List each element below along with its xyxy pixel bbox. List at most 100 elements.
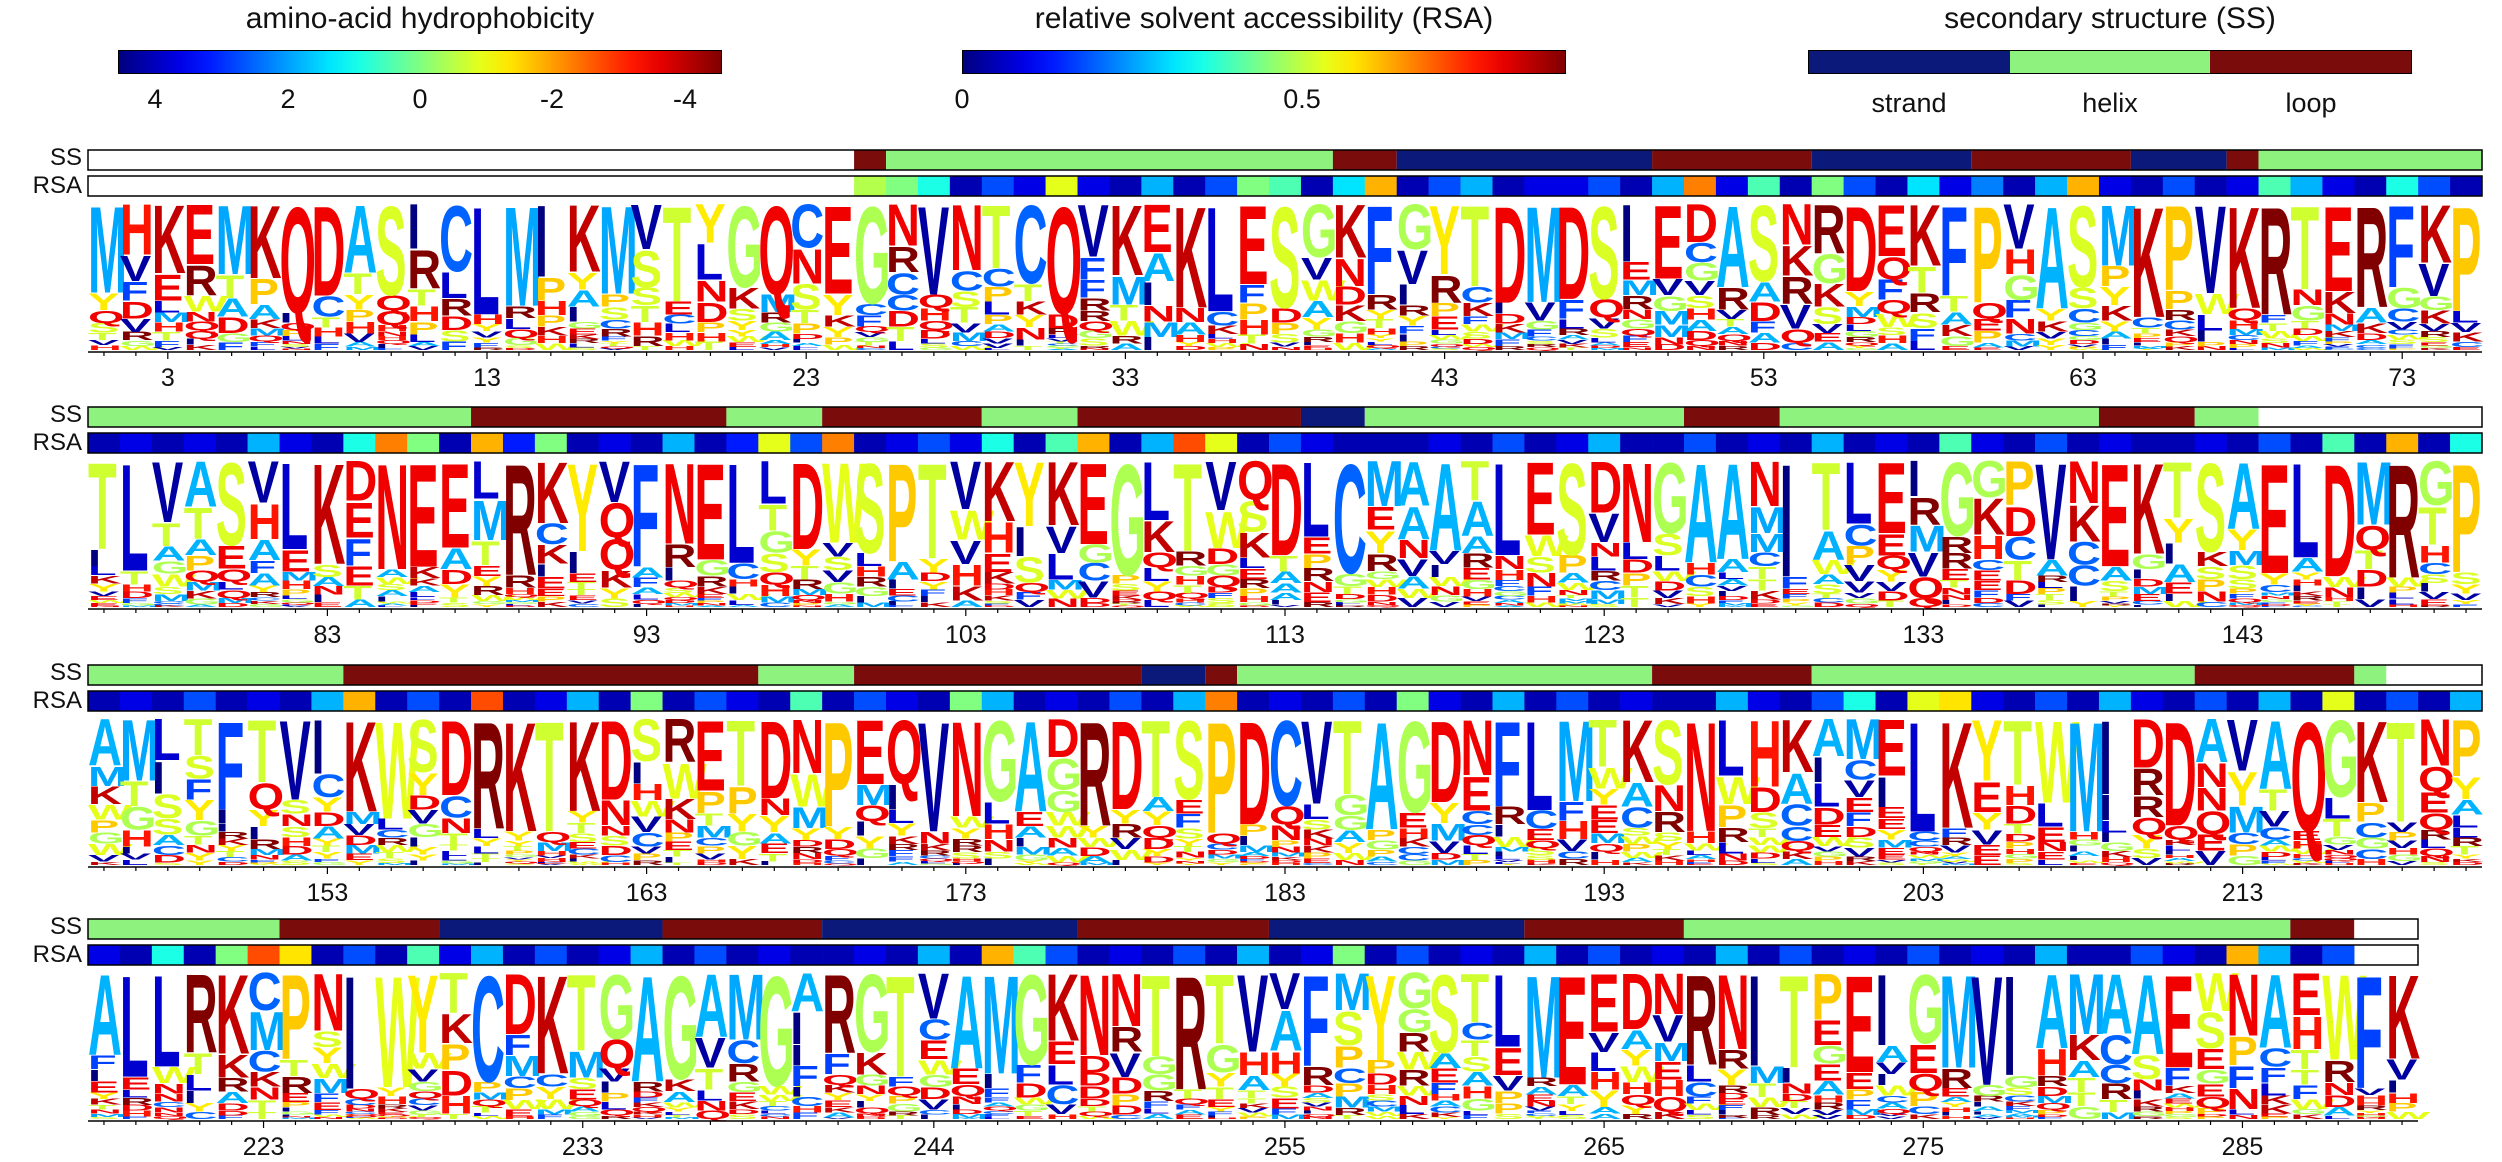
ss-legend-loop: loop: [2285, 88, 2337, 118]
logo-letter: C: [1078, 558, 1112, 586]
logo-letter: Q: [599, 346, 636, 349]
logo-letter: T: [2290, 182, 2319, 315]
logo-letter: T: [1812, 443, 1841, 551]
logo-letter: N: [1237, 342, 1271, 352]
logo-letter: S: [822, 554, 853, 574]
logo-letter: C: [152, 601, 186, 605]
logo-letter: M: [152, 310, 191, 325]
logo-letter: C: [2290, 858, 2324, 862]
logo-letter: I: [2163, 592, 2176, 603]
logo-letter: E: [1844, 793, 1875, 816]
logo-letter: Q: [184, 320, 221, 334]
logo-letter: R: [1109, 820, 1143, 842]
logo-letter: N: [758, 1116, 792, 1120]
logo-letter: L: [120, 1088, 149, 1100]
logo-letter: E: [343, 493, 374, 549]
logo-letter: D: [1173, 345, 1207, 351]
logo-letter: D: [216, 1109, 250, 1117]
logo-letter: A: [1141, 1113, 1175, 1121]
logo-letter: Q: [886, 702, 923, 804]
logo-letter: M: [2354, 444, 2393, 544]
logo-letter: M: [1556, 598, 1595, 603]
rsa-cell: [215, 176, 248, 196]
logo-letter: M: [2003, 339, 2042, 348]
logo-letter: D: [982, 330, 1016, 340]
logo-letter: Y: [726, 843, 758, 864]
logo-letter: N: [1684, 345, 1718, 351]
logo-letter: N: [1524, 1100, 1558, 1109]
logo-letter: E: [2163, 1097, 2194, 1105]
logo-letter: A: [2195, 706, 2229, 776]
logo-letter: A: [2227, 442, 2261, 549]
logo-letter: K: [567, 694, 601, 839]
ss-segment-none: [88, 150, 855, 170]
logo-letter: F: [1524, 584, 1553, 598]
logo-letter: G: [1333, 318, 1370, 336]
logo-letter: V: [1716, 584, 1748, 592]
logo-letter: N: [1620, 307, 1654, 322]
logo-letter: D: [2035, 1114, 2069, 1118]
logo-letter: L: [1141, 598, 1170, 609]
logo-letter: D: [2003, 801, 2037, 829]
logo-letter: H: [503, 1116, 537, 1120]
logo-letter: E: [567, 1087, 598, 1103]
logo-letter: G: [1939, 334, 1976, 350]
logo-letter: C: [1844, 755, 1878, 786]
logo-letter: C: [1205, 842, 1239, 851]
logo-letter: N: [1014, 325, 1048, 344]
logo-letter: H: [694, 330, 728, 344]
logo-letter: G: [854, 177, 891, 332]
logo-letter: H: [854, 564, 888, 580]
logo-letter: Y: [1971, 702, 2002, 799]
rsa-tick-label: 0: [954, 84, 970, 114]
logo-letter: F: [1844, 809, 1873, 830]
logo-letter: S: [1652, 528, 1683, 562]
rsa-cell: [1428, 691, 1461, 711]
logo-letter: L: [1748, 858, 1777, 865]
logo-letter: A: [1684, 854, 1718, 860]
logo-letter: W: [1492, 835, 1537, 851]
logo-letter: E: [1652, 1057, 1683, 1085]
logo-letter: R: [1652, 807, 1686, 839]
logo-letter: L: [694, 235, 723, 291]
logo-letter: N: [2067, 450, 2101, 517]
logo-letter: T: [343, 268, 372, 300]
logo-letter: G: [280, 599, 317, 604]
logo-letter: T: [2418, 496, 2447, 557]
logo-letter: E: [1971, 773, 2002, 822]
position-tick-label: 153: [306, 879, 349, 907]
logo-letter: T: [567, 581, 596, 592]
logo-letter: F: [1971, 588, 2000, 599]
logo-letter: E: [663, 840, 694, 853]
logo-letter: Y: [1780, 602, 1811, 607]
logo-letter: A: [1397, 573, 1431, 592]
logo-letter: R: [1492, 802, 1526, 830]
logo-letter: M: [471, 1090, 510, 1102]
logo-letter: R: [1492, 345, 1526, 351]
logo-letter: D: [1237, 861, 1271, 863]
logo-letter: I: [1907, 451, 1920, 507]
rsa-cell: [407, 176, 440, 196]
logo-letter: P: [1237, 298, 1268, 324]
logo-letter: G: [2163, 1114, 2200, 1119]
logo-letter: E: [1876, 702, 1907, 792]
logo-letter: S: [503, 863, 534, 865]
logo-letter: P: [2099, 596, 2130, 602]
logo-letter: T: [216, 850, 245, 859]
logo-letter: M: [1620, 276, 1659, 300]
logo-letter: Y: [1205, 1106, 1236, 1113]
logo-letter: A: [1588, 342, 1622, 347]
position-tick-label: 183: [1264, 879, 1306, 907]
logo-letter: N: [375, 433, 409, 602]
logo-letter: V: [1907, 546, 1939, 584]
rsa-cell: [375, 176, 408, 196]
position-tick-label: 83: [313, 621, 342, 649]
logo-letter: F: [1301, 949, 1330, 1094]
rsa-cell: [534, 691, 568, 711]
logo-letter: N: [439, 814, 473, 838]
rsa-cell: [726, 691, 759, 711]
logo-letter: E: [1078, 439, 1109, 569]
ss-segment-loop: [1971, 150, 2131, 170]
logo-letter: F: [1748, 319, 1777, 336]
logo-letter: Y: [311, 793, 342, 816]
